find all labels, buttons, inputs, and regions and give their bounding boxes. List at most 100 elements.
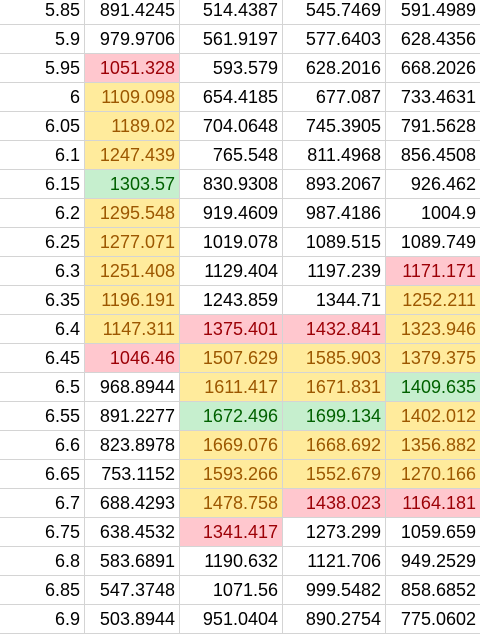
value-cell[interactable]: 987.4186 <box>282 198 386 228</box>
value-cell[interactable]: 1552.679 <box>282 459 386 489</box>
row-key-cell[interactable]: 6.45 <box>0 343 85 373</box>
value-cell[interactable]: 1252.211 <box>385 285 480 315</box>
value-cell[interactable]: 1270.166 <box>385 459 480 489</box>
value-cell[interactable]: 628.2016 <box>282 53 386 83</box>
value-cell[interactable]: 1277.071 <box>84 227 180 257</box>
row-key-cell[interactable]: 6.35 <box>0 285 85 315</box>
value-cell[interactable]: 999.5482 <box>282 575 386 605</box>
value-cell[interactable]: 1121.706 <box>282 546 386 576</box>
value-cell[interactable]: 856.4508 <box>385 140 480 170</box>
value-cell[interactable]: 1147.311 <box>84 314 180 344</box>
row-key-cell[interactable]: 6.2 <box>0 198 85 228</box>
value-cell[interactable]: 968.8944 <box>84 372 180 402</box>
value-cell[interactable]: 1672.496 <box>179 401 283 431</box>
value-cell[interactable]: 1046.46 <box>84 343 180 373</box>
value-cell[interactable]: 1303.57 <box>84 169 180 199</box>
value-cell[interactable]: 1671.831 <box>282 372 386 402</box>
value-cell[interactable]: 1379.375 <box>385 343 480 373</box>
value-cell[interactable]: 1295.548 <box>84 198 180 228</box>
row-key-cell[interactable]: 5.95 <box>0 53 85 83</box>
value-cell[interactable]: 561.9197 <box>179 24 283 54</box>
row-key-cell[interactable]: 6.25 <box>0 227 85 257</box>
value-cell[interactable]: 791.5628 <box>385 111 480 141</box>
value-cell[interactable]: 1438.023 <box>282 488 386 518</box>
value-cell[interactable]: 830.9308 <box>179 169 283 199</box>
value-cell[interactable]: 677.087 <box>282 82 386 112</box>
value-cell[interactable]: 1478.758 <box>179 488 283 518</box>
value-cell[interactable]: 1507.629 <box>179 343 283 373</box>
value-cell[interactable]: 1051.328 <box>84 53 180 83</box>
value-cell[interactable]: 1004.9 <box>385 198 480 228</box>
value-cell[interactable]: 745.3905 <box>282 111 386 141</box>
value-cell[interactable]: 688.4293 <box>84 488 180 518</box>
value-cell[interactable]: 823.8978 <box>84 430 180 460</box>
value-cell[interactable]: 1375.401 <box>179 314 283 344</box>
value-cell[interactable]: 919.4609 <box>179 198 283 228</box>
value-cell[interactable]: 926.462 <box>385 169 480 199</box>
value-cell[interactable]: 1668.692 <box>282 430 386 460</box>
value-cell[interactable]: 891.4245 <box>84 0 180 25</box>
value-cell[interactable]: 1699.134 <box>282 401 386 431</box>
row-key-cell[interactable]: 6.55 <box>0 401 85 431</box>
value-cell[interactable]: 890.2754 <box>282 604 386 634</box>
value-cell[interactable]: 1611.417 <box>179 372 283 402</box>
value-cell[interactable]: 893.2067 <box>282 169 386 199</box>
value-cell[interactable]: 1164.181 <box>385 488 480 518</box>
value-cell[interactable]: 753.1152 <box>84 459 180 489</box>
value-cell[interactable]: 577.6403 <box>282 24 386 54</box>
value-cell[interactable]: 775.0602 <box>385 604 480 634</box>
value-cell[interactable]: 951.0404 <box>179 604 283 634</box>
row-key-cell[interactable]: 6.7 <box>0 488 85 518</box>
value-cell[interactable]: 1344.71 <box>282 285 386 315</box>
value-cell[interactable]: 514.4387 <box>179 0 283 25</box>
row-key-cell[interactable]: 6.05 <box>0 111 85 141</box>
value-cell[interactable]: 1129.404 <box>179 256 283 286</box>
value-cell[interactable]: 545.7469 <box>282 0 386 25</box>
value-cell[interactable]: 1196.191 <box>84 285 180 315</box>
value-cell[interactable]: 638.4532 <box>84 517 180 547</box>
row-key-cell[interactable]: 6.1 <box>0 140 85 170</box>
value-cell[interactable]: 1585.903 <box>282 343 386 373</box>
value-cell[interactable]: 949.2529 <box>385 546 480 576</box>
value-cell[interactable]: 733.4631 <box>385 82 480 112</box>
value-cell[interactable]: 1341.417 <box>179 517 283 547</box>
value-cell[interactable]: 593.579 <box>179 53 283 83</box>
row-key-cell[interactable]: 6 <box>0 82 85 112</box>
row-key-cell[interactable]: 6.15 <box>0 169 85 199</box>
row-key-cell[interactable]: 6.4 <box>0 314 85 344</box>
value-cell[interactable]: 1019.078 <box>179 227 283 257</box>
value-cell[interactable]: 1109.098 <box>84 82 180 112</box>
row-key-cell[interactable]: 6.85 <box>0 575 85 605</box>
value-cell[interactable]: 1402.012 <box>385 401 480 431</box>
row-key-cell[interactable]: 6.65 <box>0 459 85 489</box>
value-cell[interactable]: 547.3748 <box>84 575 180 605</box>
value-cell[interactable]: 1409.635 <box>385 372 480 402</box>
value-cell[interactable]: 1669.076 <box>179 430 283 460</box>
value-cell[interactable]: 668.2026 <box>385 53 480 83</box>
row-key-cell[interactable]: 6.6 <box>0 430 85 460</box>
value-cell[interactable]: 811.4968 <box>282 140 386 170</box>
value-cell[interactable]: 591.4989 <box>385 0 480 25</box>
value-cell[interactable]: 1247.439 <box>84 140 180 170</box>
value-cell[interactable]: 1323.946 <box>385 314 480 344</box>
value-cell[interactable]: 1251.408 <box>84 256 180 286</box>
value-cell[interactable]: 1593.266 <box>179 459 283 489</box>
value-cell[interactable]: 1171.171 <box>385 256 480 286</box>
value-cell[interactable]: 1197.239 <box>282 256 386 286</box>
value-cell[interactable]: 503.8944 <box>84 604 180 634</box>
value-cell[interactable]: 858.6852 <box>385 575 480 605</box>
value-cell[interactable]: 583.6891 <box>84 546 180 576</box>
value-cell[interactable]: 628.4356 <box>385 24 480 54</box>
value-cell[interactable]: 704.0648 <box>179 111 283 141</box>
value-cell[interactable]: 891.2277 <box>84 401 180 431</box>
row-key-cell[interactable]: 5.9 <box>0 24 85 54</box>
value-cell[interactable]: 979.9706 <box>84 24 180 54</box>
value-cell[interactable]: 1089.515 <box>282 227 386 257</box>
value-cell[interactable]: 1243.859 <box>179 285 283 315</box>
value-cell[interactable]: 1071.56 <box>179 575 283 605</box>
value-cell[interactable]: 1089.749 <box>385 227 480 257</box>
row-key-cell[interactable]: 6.75 <box>0 517 85 547</box>
value-cell[interactable]: 765.548 <box>179 140 283 170</box>
value-cell[interactable]: 1189.02 <box>84 111 180 141</box>
value-cell[interactable]: 654.4185 <box>179 82 283 112</box>
